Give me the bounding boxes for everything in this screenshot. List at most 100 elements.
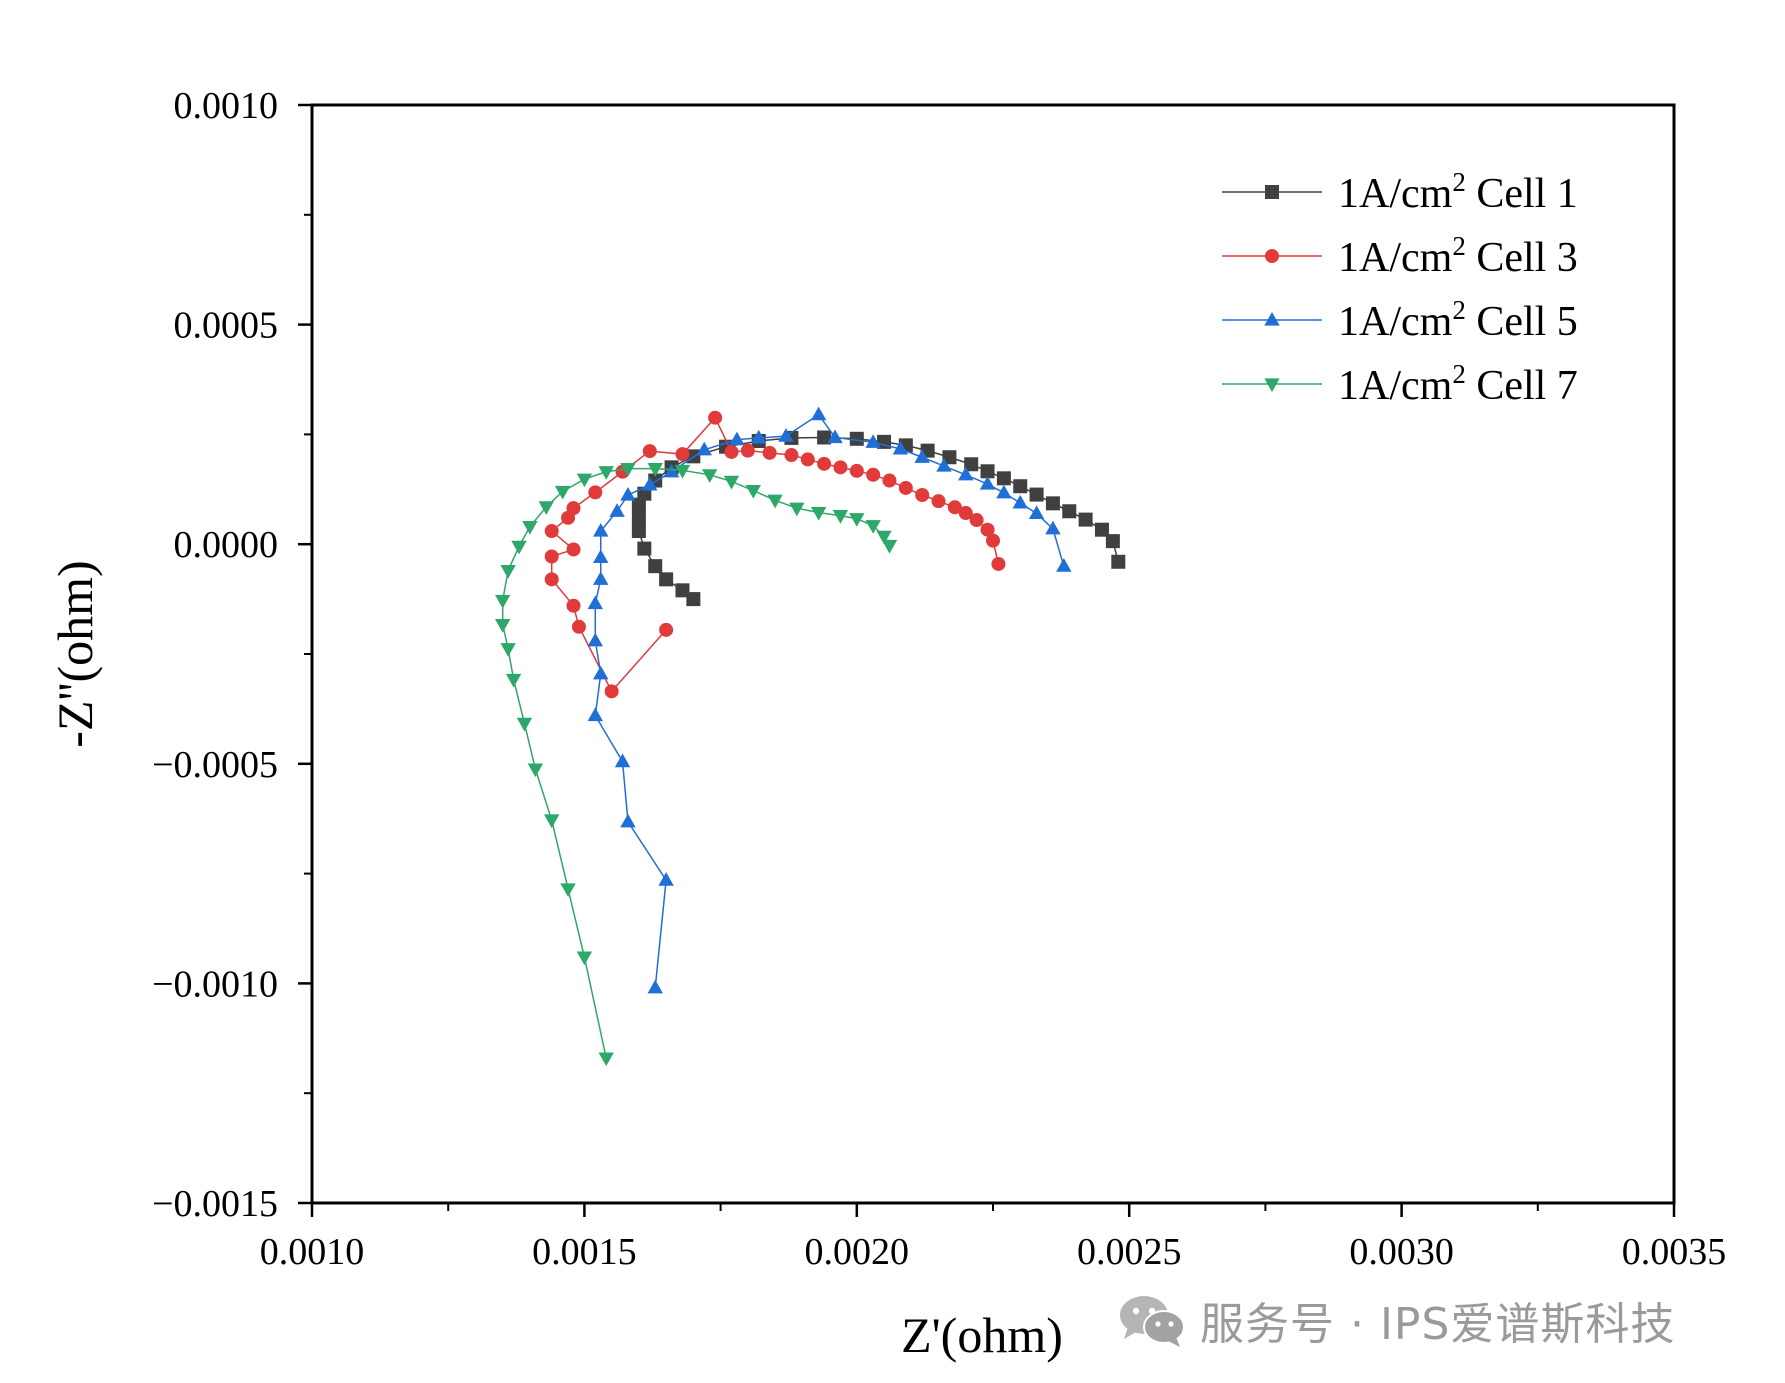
- data-point: [544, 814, 560, 829]
- legend-label: 1A/cm2 Cell 5: [1338, 295, 1578, 345]
- data-point: [800, 452, 815, 467]
- data-point: [500, 564, 516, 579]
- data-point: [784, 448, 799, 463]
- data-point: [996, 484, 1012, 499]
- data-point: [1045, 496, 1060, 511]
- data-point: [876, 530, 892, 545]
- data-point: [620, 813, 636, 828]
- data-point: [980, 522, 995, 537]
- legend-item: 1A/cm2 Cell 1: [1222, 167, 1578, 217]
- data-point: [810, 506, 827, 521]
- data-point: [729, 431, 745, 446]
- data-point: [593, 549, 609, 563]
- legend-label: 1A/cm2 Cell 3: [1338, 231, 1578, 281]
- data-point: [832, 510, 849, 524]
- data-point: [915, 488, 930, 503]
- data-point: [817, 430, 832, 445]
- data-point: [947, 500, 962, 515]
- data-point: [724, 444, 739, 459]
- series-line: [501, 467, 891, 1059]
- data-point: [1078, 512, 1093, 527]
- series-line: [550, 416, 1000, 693]
- data-point: [598, 1052, 614, 1067]
- data-point: [892, 440, 909, 455]
- y-tick-label: −0.0005: [152, 744, 278, 786]
- data-point: [817, 456, 832, 471]
- data-point: [675, 583, 690, 598]
- x-tick-label: 0.0020: [805, 1231, 910, 1273]
- watermark: 服务号 · IPS爱谱斯科技: [1118, 1290, 1675, 1350]
- legend-label: 1A/cm2 Cell 1: [1338, 167, 1578, 217]
- data-point: [767, 494, 783, 509]
- data-point: [979, 475, 996, 490]
- data-point: [500, 643, 516, 657]
- data-point: [620, 463, 636, 477]
- data-point: [571, 619, 586, 634]
- data-point: [833, 460, 848, 475]
- wechat-icon: [1120, 1296, 1185, 1347]
- data-point: [658, 872, 674, 886]
- data-point: [996, 471, 1011, 486]
- legend-marker: [1264, 378, 1280, 393]
- data-point: [659, 622, 674, 637]
- data-point: [527, 763, 544, 778]
- data-point: [544, 524, 559, 539]
- series-layer: [494, 406, 1126, 1067]
- y-tick-label: 0.0010: [174, 85, 279, 127]
- data-point: [631, 524, 646, 539]
- data-point: [969, 513, 984, 528]
- data-point: [723, 475, 740, 490]
- series-line: [638, 436, 1120, 600]
- data-point: [810, 406, 827, 421]
- data-point: [1094, 522, 1109, 537]
- data-point: [647, 463, 663, 477]
- data-point: [942, 450, 957, 465]
- data-point: [566, 501, 581, 516]
- data-point: [882, 473, 897, 488]
- data-point: [554, 485, 571, 500]
- data-point: [576, 951, 593, 966]
- legend-item: 1A/cm2 Cell 5: [1222, 295, 1578, 345]
- data-point: [849, 431, 864, 446]
- y-tick-label: −0.0015: [152, 1183, 278, 1225]
- y-tick-label: −0.0010: [152, 963, 278, 1005]
- data-point: [647, 979, 663, 994]
- data-point: [936, 457, 952, 472]
- data-point: [1012, 494, 1028, 509]
- ticks-layer: 0.0010 0.0015 0.0020 0.0025 0.0030 0.0035 0.00…: [152, 85, 1726, 1273]
- data-point: [789, 502, 805, 517]
- x-tick-label: 0.0025: [1077, 1231, 1182, 1273]
- x-tick-label: 0.0035: [1622, 1231, 1727, 1273]
- legend-item: 1A/cm2 Cell 7: [1222, 359, 1578, 409]
- data-point: [544, 549, 559, 564]
- legend-marker: [1265, 249, 1279, 263]
- data-point: [593, 665, 609, 680]
- data-point: [593, 571, 609, 585]
- data-point: [522, 521, 538, 535]
- legend-marker: [1265, 185, 1279, 199]
- data-point: [1029, 487, 1044, 502]
- data-point: [1062, 504, 1077, 519]
- x-tick-label: 0.0015: [532, 1231, 637, 1273]
- data-point: [958, 466, 974, 481]
- data-point: [505, 673, 522, 688]
- series-3: [587, 406, 1072, 994]
- data-point: [708, 410, 723, 425]
- data-point: [598, 466, 614, 480]
- series-2: [544, 410, 1006, 699]
- data-point: [827, 429, 843, 444]
- data-point: [560, 883, 576, 898]
- data-point: [865, 434, 881, 448]
- y-tick-label: 0.0000: [174, 524, 279, 566]
- data-point: [494, 618, 511, 633]
- data-point: [991, 556, 1006, 571]
- data-point: [745, 485, 761, 499]
- data-point: [696, 441, 712, 456]
- data-point: [1111, 554, 1126, 569]
- data-point: [637, 541, 652, 556]
- data-point: [544, 572, 559, 587]
- data-point: [609, 503, 625, 517]
- data-point: [931, 494, 946, 509]
- x-axis-label: Z'(ohm): [901, 1307, 1063, 1363]
- data-point: [674, 464, 691, 479]
